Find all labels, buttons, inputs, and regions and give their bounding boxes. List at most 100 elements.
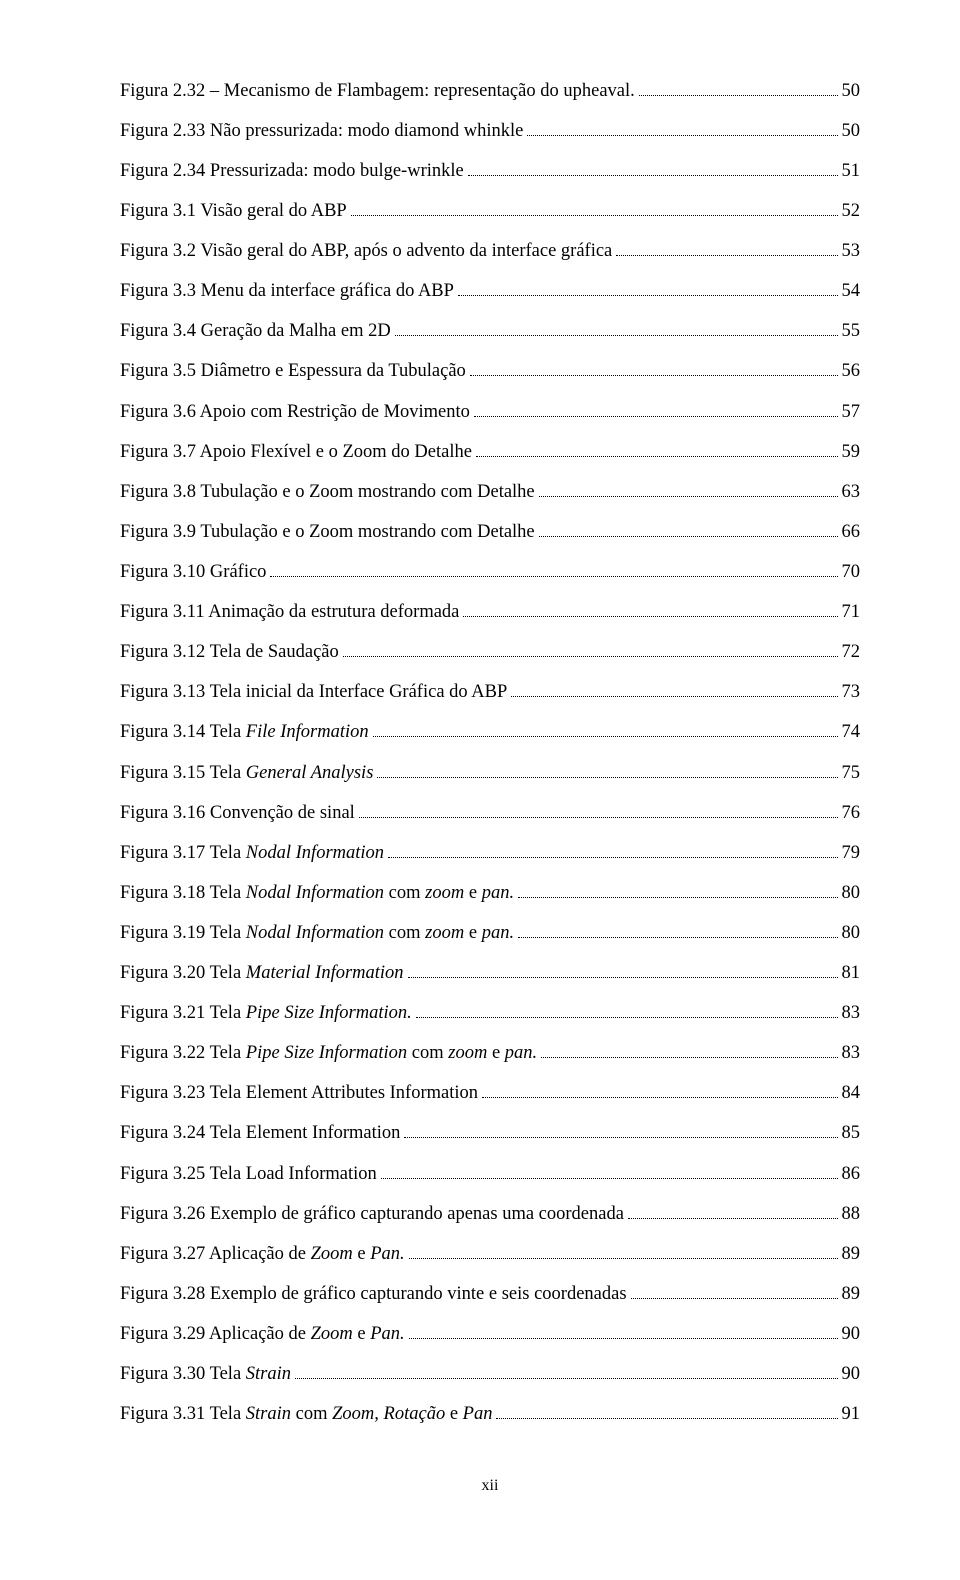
- dot-leader: [458, 279, 838, 297]
- figure-label: Figura 3.17 Tela Nodal Information: [120, 841, 384, 866]
- dot-leader: [631, 1281, 838, 1299]
- figure-page-number: 79: [842, 841, 861, 866]
- figure-entry: Figura 3.18 Tela Nodal Information com z…: [120, 880, 860, 906]
- figure-label: Figura 3.12 Tela de Saudação: [120, 640, 339, 665]
- figure-entry: Figura 3.8 Tubulação e o Zoom mostrando …: [120, 479, 860, 505]
- figure-entry: Figura 3.15 Tela General Analysis 75: [120, 760, 860, 786]
- figure-page-number: 50: [842, 79, 861, 104]
- figure-label: Figura 3.4 Geração da Malha em 2D: [120, 319, 391, 344]
- dot-leader: [295, 1362, 837, 1380]
- figure-entry: Figura 3.11 Animação da estrutura deform…: [120, 599, 860, 625]
- figure-entry: Figura 3.22 Tela Pipe Size Information c…: [120, 1041, 860, 1067]
- figure-label: Figura 3.9 Tubulação e o Zoom mostrando …: [120, 520, 535, 545]
- figure-entry: Figura 3.13 Tela inicial da Interface Gr…: [120, 680, 860, 706]
- page-content: Figura 2.32 – Mecanismo de Flambagem: re…: [0, 0, 960, 1555]
- dot-leader: [518, 920, 837, 938]
- figure-page-number: 89: [842, 1242, 861, 1267]
- figure-page-number: 52: [842, 199, 861, 224]
- figure-page-number: 57: [842, 400, 861, 425]
- figure-entry: Figura 3.4 Geração da Malha em 2D 55: [120, 319, 860, 345]
- dot-leader: [388, 840, 837, 858]
- figure-label: Figura 3.13 Tela inicial da Interface Gr…: [120, 680, 507, 705]
- figure-label: Figura 3.29 Aplicação de Zoom e Pan.: [120, 1322, 405, 1347]
- figure-page-number: 59: [842, 440, 861, 465]
- figure-page-number: 66: [842, 520, 861, 545]
- figure-label: Figura 3.7 Apoio Flexível e o Zoom do De…: [120, 440, 472, 465]
- table-of-figures: Figura 2.32 – Mecanismo de Flambagem: re…: [120, 78, 860, 1427]
- figure-page-number: 88: [842, 1202, 861, 1227]
- figure-label: Figura 3.21 Tela Pipe Size Information.: [120, 1001, 412, 1026]
- dot-leader: [270, 559, 837, 577]
- figure-label: Figura 3.30 Tela Strain: [120, 1362, 291, 1387]
- figure-page-number: 86: [842, 1162, 861, 1187]
- dot-leader: [482, 1081, 837, 1099]
- dot-leader: [476, 439, 838, 457]
- figure-page-number: 80: [842, 921, 861, 946]
- dot-leader: [359, 800, 838, 818]
- figure-entry: Figura 3.29 Aplicação de Zoom e Pan. 90: [120, 1321, 860, 1347]
- figure-page-number: 83: [842, 1001, 861, 1026]
- dot-leader: [351, 198, 838, 216]
- dot-leader: [639, 78, 838, 96]
- figure-page-number: 91: [842, 1402, 861, 1427]
- dot-leader: [463, 599, 837, 617]
- dot-leader: [409, 1321, 838, 1339]
- figure-label: Figura 3.25 Tela Load Information: [120, 1162, 377, 1187]
- figure-label: Figura 3.24 Tela Element Information: [120, 1121, 400, 1146]
- figure-entry: Figura 3.5 Diâmetro e Espessura da Tubul…: [120, 359, 860, 385]
- figure-page-number: 76: [842, 801, 861, 826]
- figure-entry: Figura 2.32 – Mecanismo de Flambagem: re…: [120, 78, 860, 104]
- figure-page-number: 71: [842, 600, 861, 625]
- figure-entry: Figura 3.28 Exemplo de gráfico capturand…: [120, 1281, 860, 1307]
- figure-label: Figura 3.28 Exemplo de gráfico capturand…: [120, 1282, 627, 1307]
- figure-entry: Figura 3.19 Tela Nodal Information com z…: [120, 920, 860, 946]
- figure-page-number: 90: [842, 1322, 861, 1347]
- figure-label: Figura 2.34 Pressurizada: modo bulge-wri…: [120, 159, 464, 184]
- figure-entry: Figura 3.26 Exemplo de gráfico capturand…: [120, 1201, 860, 1227]
- figure-entry: Figura 3.20 Tela Material Information 81: [120, 960, 860, 986]
- figure-page-number: 80: [842, 881, 861, 906]
- dot-leader: [409, 1241, 838, 1259]
- figure-entry: Figura 3.27 Aplicação de Zoom e Pan. 89: [120, 1241, 860, 1267]
- dot-leader: [404, 1121, 837, 1139]
- figure-entry: Figura 3.24 Tela Element Information 85: [120, 1121, 860, 1147]
- dot-leader: [408, 960, 838, 978]
- figure-page-number: 73: [842, 680, 861, 705]
- figure-label: Figura 3.11 Animação da estrutura deform…: [120, 600, 459, 625]
- figure-entry: Figura 3.7 Apoio Flexível e o Zoom do De…: [120, 439, 860, 465]
- figure-entry: Figura 2.34 Pressurizada: modo bulge-wri…: [120, 158, 860, 184]
- figure-entry: Figura 3.16 Convenção de sinal 76: [120, 800, 860, 826]
- dot-leader: [527, 118, 837, 136]
- figure-entry: Figura 3.30 Tela Strain 90: [120, 1362, 860, 1388]
- dot-leader: [496, 1402, 837, 1420]
- figure-page-number: 50: [842, 119, 861, 144]
- figure-entry: Figura 3.10 Gráfico 70: [120, 559, 860, 585]
- figure-page-number: 89: [842, 1282, 861, 1307]
- figure-page-number: 55: [842, 319, 861, 344]
- figure-entry: Figura 3.3 Menu da interface gráfica do …: [120, 279, 860, 305]
- figure-label: Figura 3.16 Convenção de sinal: [120, 801, 355, 826]
- dot-leader: [373, 720, 838, 738]
- page-number-footer: xii: [120, 1477, 860, 1495]
- figure-entry: Figura 3.9 Tubulação e o Zoom mostrando …: [120, 519, 860, 545]
- figure-page-number: 75: [842, 761, 861, 786]
- figure-entry: Figura 3.25 Tela Load Information 86: [120, 1161, 860, 1187]
- figure-entry: Figura 2.33 Não pressurizada: modo diamo…: [120, 118, 860, 144]
- figure-label: Figura 3.26 Exemplo de gráfico capturand…: [120, 1202, 624, 1227]
- dot-leader: [470, 359, 838, 377]
- figure-label: Figura 3.6 Apoio com Restrição de Movime…: [120, 400, 470, 425]
- figure-page-number: 51: [842, 159, 861, 184]
- figure-entry: Figura 3.14 Tela File Information 74: [120, 720, 860, 746]
- figure-page-number: 83: [842, 1041, 861, 1066]
- figure-label: Figura 3.20 Tela Material Information: [120, 961, 404, 986]
- dot-leader: [377, 760, 837, 778]
- figure-page-number: 74: [842, 720, 861, 745]
- dot-leader: [474, 399, 838, 417]
- dot-leader: [539, 519, 838, 537]
- figure-entry: Figura 3.17 Tela Nodal Information 79: [120, 840, 860, 866]
- figure-page-number: 72: [842, 640, 861, 665]
- dot-leader: [416, 1001, 838, 1019]
- figure-label: Figura 2.32 – Mecanismo de Flambagem: re…: [120, 79, 635, 104]
- figure-page-number: 81: [842, 961, 861, 986]
- figure-entry: Figura 3.21 Tela Pipe Size Information. …: [120, 1001, 860, 1027]
